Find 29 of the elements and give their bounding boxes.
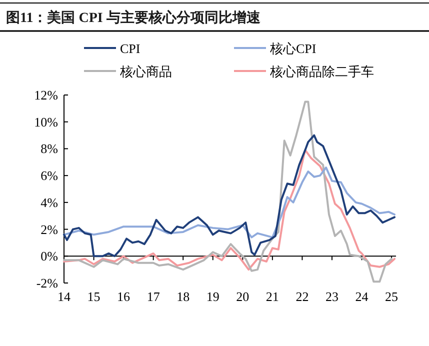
line-series xyxy=(63,100,393,283)
line-series xyxy=(63,166,396,238)
x-tick-label: 17 xyxy=(146,289,160,304)
x-tick-label: 24 xyxy=(355,289,369,304)
y-tick-label: 8% xyxy=(40,141,58,156)
x-tick-label: 20 xyxy=(236,289,250,304)
chart-title: 图11：美国 CPI 与主要核心分项同比增速 xyxy=(6,9,262,26)
x-tick-label: 14 xyxy=(58,289,71,304)
y-tick-label: 4% xyxy=(40,194,58,210)
line-series xyxy=(63,134,396,258)
line-series xyxy=(63,149,396,271)
legend-label: 核心CPI xyxy=(269,41,316,56)
y-tick-label: 12% xyxy=(34,88,58,102)
x-tick-label: 22 xyxy=(296,289,309,304)
x-tick-label: 25 xyxy=(385,289,398,304)
y-tick-label: 10% xyxy=(34,114,58,130)
x-tick-label: 21 xyxy=(266,289,279,304)
x-tick-label: 23 xyxy=(325,289,338,304)
x-tick-label: 18 xyxy=(176,289,190,304)
x-tick-label: 19 xyxy=(206,289,220,304)
y-tick-label: 0% xyxy=(40,248,58,264)
legend-label: 核心商品除二手车 xyxy=(269,64,374,79)
y-tick-label: 6% xyxy=(40,168,58,184)
x-tick-label: 15 xyxy=(87,289,100,304)
y-tick-label: -2% xyxy=(36,276,58,290)
y-tick-label: 2% xyxy=(40,222,58,237)
legend-label: CPI xyxy=(120,41,140,56)
x-tick-label: 16 xyxy=(117,289,131,304)
legend-label: 核心商品 xyxy=(119,64,172,79)
